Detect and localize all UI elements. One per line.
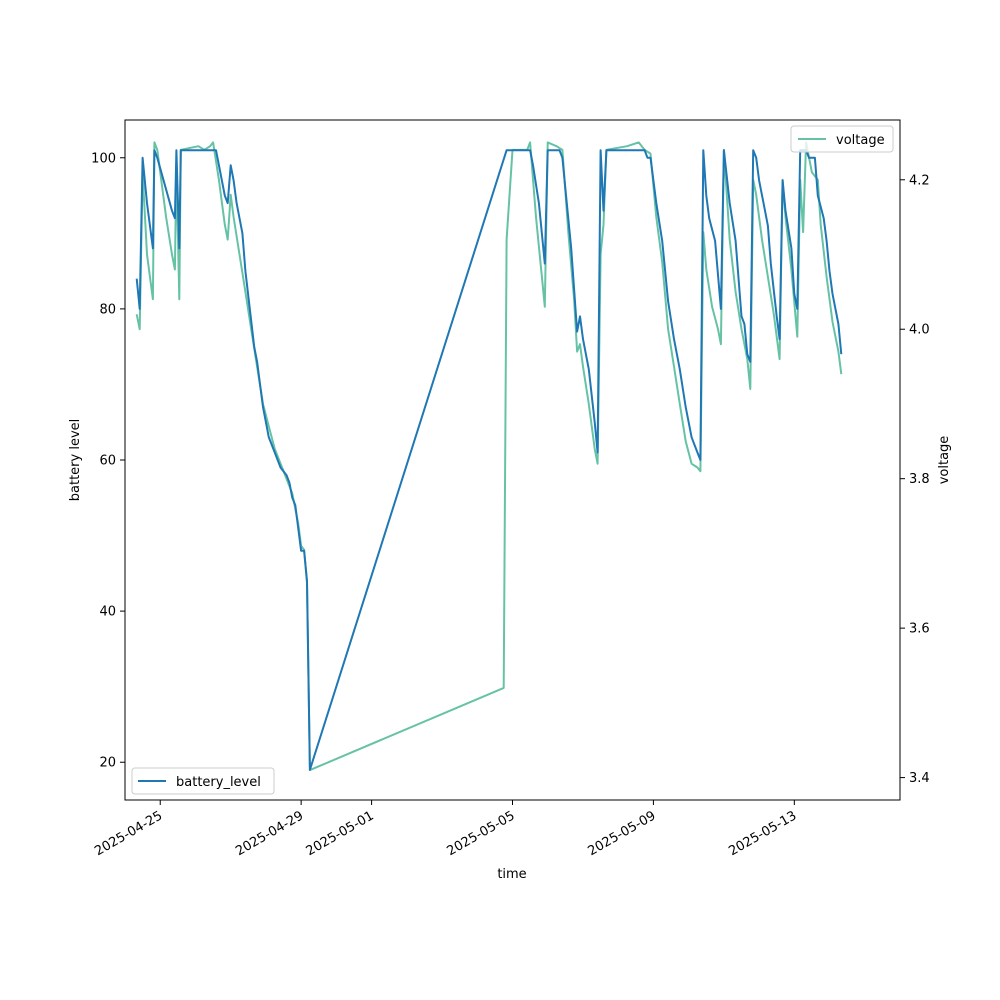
legend-battery-level: battery_level (131, 767, 275, 795)
series-line-battery-level (135, 149, 843, 771)
y-tick-label: 40 (99, 605, 116, 620)
y-axis-right: 3.4 3.6 3.8 4.0 4.2 (900, 173, 930, 786)
legend-box (131, 767, 275, 795)
y-tick-label: 60 (99, 454, 116, 469)
y-tick-label: 100 (91, 151, 116, 166)
y2-tick-label: 4.0 (909, 323, 930, 338)
series-line-voltage (135, 141, 843, 772)
legend-label: voltage (836, 133, 885, 148)
y2-tick-label: 3.6 (909, 622, 930, 637)
legend-box (790, 125, 894, 153)
x-axis-label: time (497, 867, 526, 882)
y2-axis-label: voltage (937, 436, 952, 485)
y2-tick-label: 3.4 (909, 771, 930, 786)
y2-tick-label: 3.8 (909, 472, 930, 487)
legend-label: battery_level (176, 775, 261, 790)
y-axis-label: battery level (68, 419, 83, 502)
y-axis-left: 20 40 60 80 100 (91, 151, 125, 771)
y-tick-label: 20 (99, 756, 116, 771)
y-tick-label: 80 (99, 302, 116, 317)
legend-voltage: voltage (790, 125, 894, 153)
series-layer (135, 141, 843, 772)
y2-tick-label: 4.2 (909, 173, 930, 188)
